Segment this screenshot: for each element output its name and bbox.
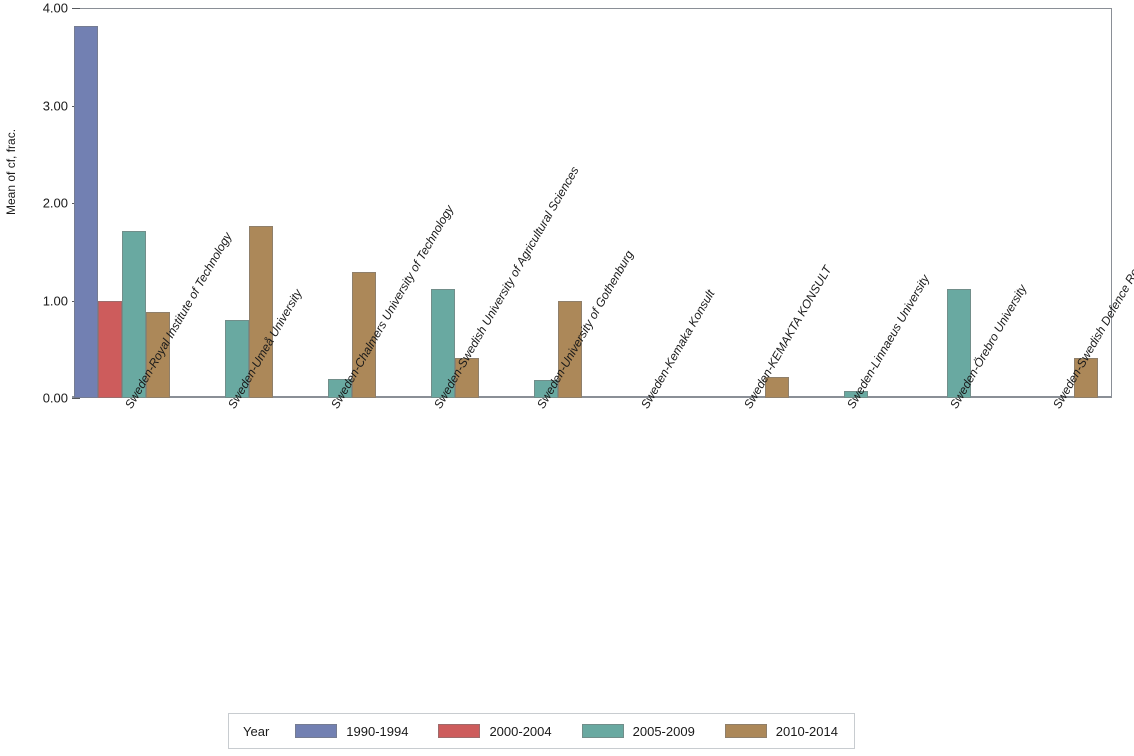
bar[interactable]	[844, 391, 868, 398]
y-tick-label: 1.00	[42, 293, 68, 308]
legend-swatch	[724, 724, 767, 738]
bar[interactable]	[97, 300, 122, 398]
legend-label: 2005-2009	[632, 723, 695, 739]
bar[interactable]	[145, 312, 170, 398]
bar[interactable]	[431, 288, 456, 398]
plot-frame-right	[1111, 8, 1112, 398]
bar[interactable]	[352, 272, 376, 398]
legend-swatch	[295, 724, 338, 738]
legend-swatch	[438, 724, 481, 738]
y-tick-label: 0.00	[42, 390, 68, 406]
legend-item[interactable]: 2010-2014	[724, 723, 838, 739]
legend-title: Year	[243, 723, 270, 739]
bar[interactable]	[1074, 358, 1099, 398]
x-axis-labels: Sweden-Royal Institute of Technology Swed…	[0, 164, 1134, 698]
legend-label: 1990-1994	[346, 723, 409, 739]
legend-label: 2000-2004	[489, 723, 552, 739]
bars-layer	[73, 8, 1112, 398]
bar[interactable]	[764, 376, 789, 398]
bar[interactable]	[73, 25, 98, 398]
y-tick-label: 3.00	[42, 98, 68, 113]
legend-item[interactable]: 1990-1994	[295, 724, 408, 739]
y-tick-label: 2.00	[42, 195, 68, 211]
bar[interactable]	[224, 320, 249, 398]
bar[interactable]	[947, 288, 972, 398]
legend-label: 2010-2014	[775, 723, 838, 739]
y-tick-label: 4.00	[42, 0, 68, 16]
legend-items: 1990-1994 2000-2004 2005-2009 2010-2014	[295, 724, 838, 739]
y-axis: 0.00 1.00 2.00 3.00 4.00	[0, 0, 80, 406]
y-tick-major	[72, 8, 80, 9]
bar[interactable]	[328, 379, 352, 398]
legend-item[interactable]: 2005-2009	[581, 723, 695, 739]
x-axis-line	[72, 396, 1112, 398]
plot-area	[72, 8, 1112, 398]
legend-item[interactable]: 2000-2004	[438, 723, 552, 739]
y-tick-major	[72, 398, 80, 399]
bar[interactable]	[455, 358, 480, 398]
bar[interactable]	[534, 380, 559, 398]
plot-frame-top	[80, 8, 1112, 9]
legend: Year 1990-1994 2000-2004 2005-2009 2010-201…	[228, 713, 855, 749]
bar[interactable]	[121, 231, 146, 398]
bar[interactable]	[558, 301, 583, 398]
bar[interactable]	[248, 226, 273, 398]
legend-swatch	[581, 724, 624, 738]
